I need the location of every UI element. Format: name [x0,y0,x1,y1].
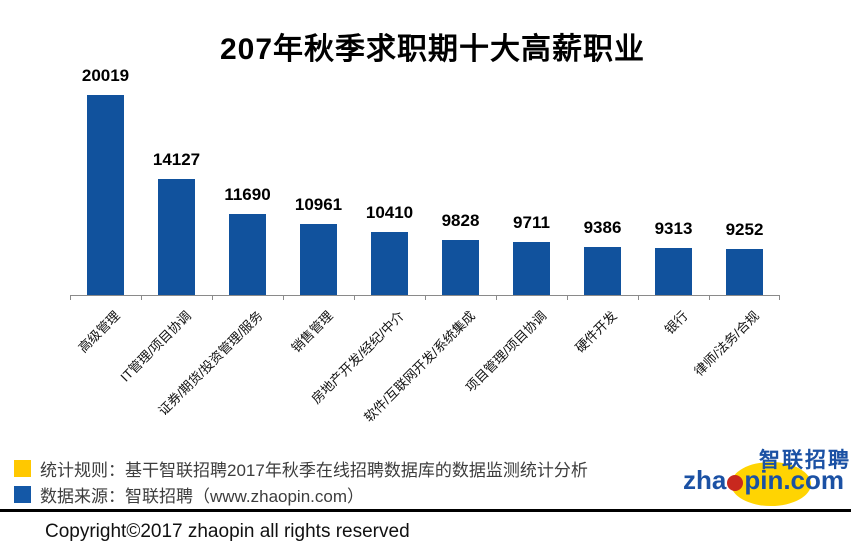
value-label-5: 10410 [365,203,414,222]
axis-tick [70,295,71,300]
value-label-1: 20019 [81,66,130,85]
logo-domain-prefix: zha [683,465,727,495]
bar-6 [442,240,479,295]
bar-9 [655,248,692,295]
bar-chart: 20019 14127 11690 10961 10410 9828 9711 9386 931… [70,58,780,448]
bar-10 [726,249,763,295]
category-label-4: 销售管理 [288,308,337,356]
divider-line [0,509,851,512]
footnote-legend: 统计规则：基干智联招聘2017年秋季在线招聘数据库的数据监测统计分析 数据来源：… [14,455,588,507]
axis-tick [638,295,639,300]
logo-chinese-text: 智联招聘 [759,449,851,472]
value-label-10: 9252 [725,220,764,239]
axis-tick [567,295,568,300]
footnote-row-rules: 统计规则：基干智联招聘2017年秋季在线招聘数据库的数据监测统计分析 [14,455,588,481]
category-label-8: 硬件开发 [572,308,621,356]
category-label-9: 银行 [662,308,692,338]
zhaopin-logo: 智联招聘 zha pin.com [683,442,859,508]
category-labels: 高级管理 IT管理/项目协调 证券/期货/投资管理/服务 销售管理 房地产开发/经纪/中… [70,296,780,448]
axis-tick [779,295,780,300]
category-label-2: IT管理/项目协调 [117,308,195,385]
bar-1 [87,95,124,295]
footnote-source-text: 数据来源：智联招聘（www.zhaopin.com） [40,486,365,506]
axis-tick [709,295,710,300]
category-label-1: 高级管理 [75,308,124,356]
value-label-6: 9828 [441,211,480,230]
copyright-text: Copyright©2017 zhaopin all rights reserv… [45,521,410,542]
footnote-row-source: 数据来源：智联招聘（www.zhaopin.com） [14,481,588,507]
value-label-2: 14127 [152,150,201,169]
axis-tick [425,295,426,300]
plot-area: 20019 14127 11690 10961 10410 9828 9711 9386 931… [70,58,780,300]
logo-ellipse-icon [731,462,811,506]
bar-3 [229,214,266,295]
axis-tick [354,295,355,300]
bar-5 [371,232,408,295]
bar-4 [300,224,337,295]
logo-domain-text: zha pin.com [683,465,844,496]
value-label-3: 11690 [224,185,271,204]
red-dot-icon [727,475,744,491]
bar-2 [158,179,195,295]
chart-title: 207年秋季求职期十大高薪职业 [219,33,646,66]
footnote-rules-text: 统计规则：基干智联招聘2017年秋季在线招聘数据库的数据监测统计分析 [40,460,588,480]
axis-tick [283,295,284,300]
value-label-4: 10961 [294,195,343,214]
axis-tick [496,295,497,300]
bar-8 [584,247,621,295]
logo-domain-suffix: pin.com [744,465,845,495]
axis-tick [212,295,213,300]
blue-square-icon [14,485,31,503]
value-label-9: 9313 [654,219,693,238]
axis-tick [141,295,142,300]
category-label-10: 律师/法务/合规 [691,308,763,379]
value-label-7: 9711 [513,213,550,232]
yellow-square-icon [14,459,31,477]
value-label-8: 9386 [583,218,622,237]
bar-7 [513,242,550,295]
